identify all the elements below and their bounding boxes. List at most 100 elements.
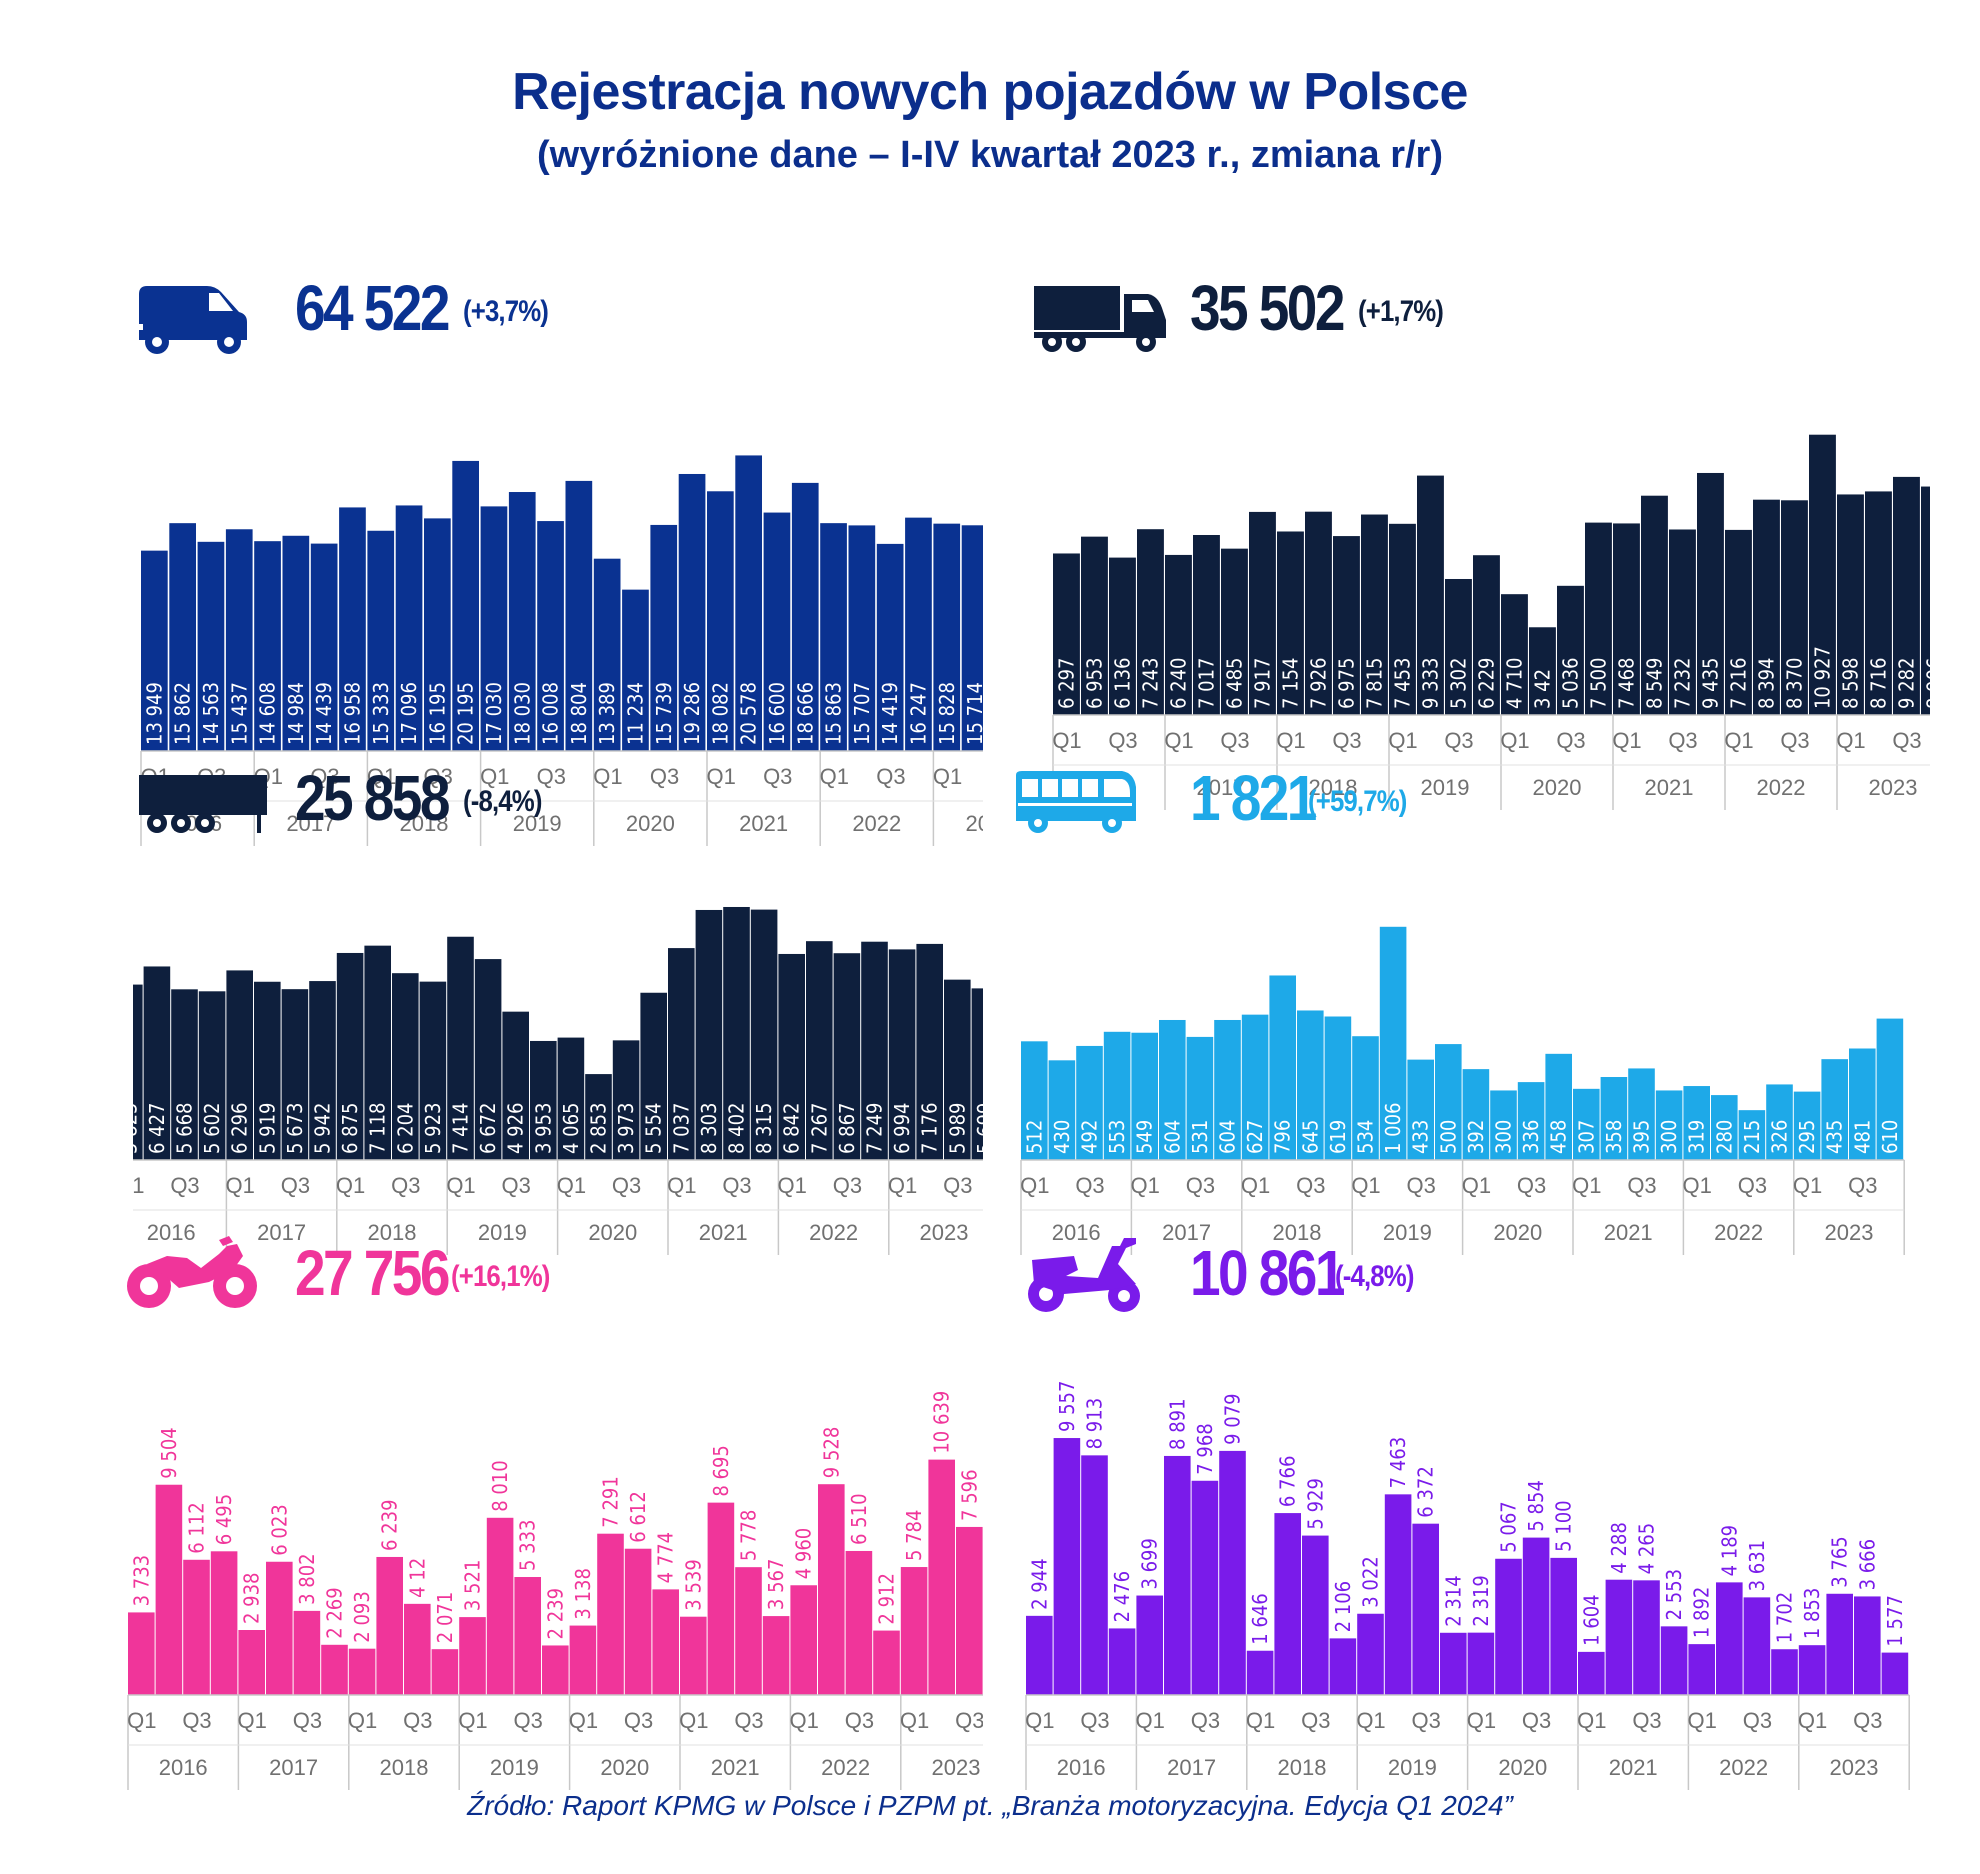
scooter-bar — [1108, 1628, 1136, 1695]
trailer-bar — [750, 909, 778, 1160]
motorcycle-bar — [459, 1617, 486, 1695]
trailer-bar — [226, 970, 253, 1160]
truck-data-label: 3 42 — [1530, 669, 1554, 709]
motorcycle-bar — [514, 1577, 541, 1695]
truck-data-label: 8 370 — [1782, 658, 1806, 710]
scooter-data-label: 9 557 — [1055, 1381, 1079, 1433]
bus-data-label: 319 — [1685, 1120, 1709, 1154]
van-bar — [678, 473, 706, 751]
trailer-bar — [254, 981, 281, 1160]
van-year-label: 2023 — [966, 811, 983, 836]
motorcycle-data-label: 3 138 — [571, 1568, 595, 1620]
bus-bar — [1297, 1010, 1324, 1160]
trailer-bar — [447, 936, 474, 1160]
scooter-bar — [1191, 1480, 1219, 1695]
truck-bar — [1109, 557, 1136, 715]
bus-bar — [1324, 1016, 1352, 1160]
van-quarter-tick: Q1 — [706, 764, 735, 789]
motorcycle-year-label: 2017 — [269, 1755, 318, 1780]
trailer-bar — [502, 1011, 529, 1160]
motorcycle-bar — [486, 1517, 514, 1695]
bus-year-label: 2021 — [1604, 1220, 1653, 1245]
truck-data-label: 7 232 — [1670, 658, 1694, 710]
van-data-label: 19 286 — [680, 682, 704, 745]
van-bar — [339, 507, 366, 751]
truck-bar — [1305, 511, 1332, 715]
motorcycle-bar — [956, 1526, 983, 1695]
van-data-label: 15 707 — [850, 682, 874, 745]
van-quarter-tick: Q3 — [763, 764, 792, 789]
trailer-data-label: 4 926 — [504, 1103, 528, 1155]
van-data-label: 15 828 — [935, 682, 959, 745]
bus-data-label: 619 — [1326, 1120, 1350, 1154]
scooter-quarter-tick: Q3 — [1743, 1708, 1772, 1733]
bus-bar — [1435, 1044, 1462, 1160]
bus-bar — [1103, 1031, 1131, 1160]
bus-bar — [1379, 926, 1407, 1160]
scooter-bar — [1605, 1579, 1633, 1695]
van-bar — [310, 543, 338, 751]
scooter-data-label: 2 319 — [1469, 1575, 1493, 1627]
bus-data-label: 500 — [1436, 1120, 1460, 1154]
motorcycle-data-label: 5 778 — [737, 1510, 761, 1562]
trailer-bar — [419, 981, 447, 1160]
motorcycle-bar — [266, 1561, 293, 1695]
trailer-data-label: 6 672 — [476, 1103, 500, 1155]
truck-bar — [1277, 531, 1304, 715]
truck-bar — [1361, 514, 1388, 715]
scooter-quarter-tick: Q1 — [1025, 1708, 1054, 1733]
scooter-bar — [1081, 1455, 1108, 1695]
trailer-data-label: 5 668 — [173, 1103, 197, 1155]
scooter-panel-header: 10 861 (-4,8%) — [1020, 1230, 1920, 1340]
bus-data-label: 610 — [1878, 1120, 1902, 1154]
truck-bar — [1697, 472, 1724, 715]
truck-bar — [1081, 536, 1108, 715]
bus-bar — [1545, 1053, 1572, 1160]
truck-year-label: 2020 — [1533, 775, 1582, 800]
motorcycle-bar — [542, 1645, 569, 1695]
trailer-bar — [723, 906, 750, 1160]
trailer-bar — [778, 953, 805, 1160]
motorcycle-data-label: 3 733 — [129, 1555, 153, 1607]
scooter-bar — [1467, 1632, 1495, 1695]
scooter-bar — [1660, 1626, 1688, 1695]
motorcycle-data-label: 6 239 — [378, 1499, 402, 1551]
truck-bar — [1165, 554, 1192, 715]
bus-data-label: 433 — [1409, 1120, 1433, 1154]
bus-bar — [1655, 1090, 1683, 1160]
truck-data-label: 6 485 — [1222, 658, 1246, 710]
truck-quarter-tick: Q1 — [1836, 728, 1865, 753]
van-data-label: 15 739 — [652, 682, 676, 745]
van-quarter-tick: Q3 — [650, 764, 679, 789]
scooter-data-label: 1 702 — [1773, 1592, 1797, 1644]
scooter-panel: 10 861 (-4,8%) 2 944 9 557 8 913 2 476 3 699… — [1020, 1230, 1920, 1790]
motorcycle-bar — [652, 1589, 679, 1695]
scooter-data-label: 8 891 — [1165, 1398, 1189, 1450]
van-year-label: 2017 — [286, 811, 335, 836]
van-data-label: 13 949 — [142, 682, 166, 745]
bus-data-label: 796 — [1271, 1120, 1295, 1154]
truck-data-label: 9 282 — [1894, 658, 1918, 710]
trailer-data-label: 7 249 — [863, 1103, 887, 1155]
truck-data-label: 8 716 — [1866, 658, 1890, 710]
scooter-data-label: 7 463 — [1386, 1437, 1410, 1489]
motorcycle-bar — [155, 1484, 183, 1695]
van-change: (+3,7%) — [463, 295, 549, 328]
van-bar — [424, 518, 451, 751]
truck-chart: 6 297 6 953 6 136 7 243 6 240 7 017 6 485 7 917… — [1052, 434, 1930, 810]
motorcycle-quarter-tick: Q1 — [679, 1708, 708, 1733]
bus-data-label: 645 — [1298, 1120, 1322, 1154]
van-bar — [735, 455, 762, 751]
truck-bar — [1137, 529, 1164, 715]
motorcycle-data-label: 2 912 — [875, 1573, 899, 1625]
van-quarter-tick: Q3 — [876, 764, 905, 789]
bus-quarter-tick: Q3 — [1186, 1173, 1215, 1198]
bus-data-label: 435 — [1823, 1120, 1847, 1154]
scooter-total: 10 861 — [1190, 1237, 1345, 1309]
van-data-label: 11 234 — [623, 682, 647, 745]
trailer-quarter-tick: Q3 — [502, 1173, 531, 1198]
scooter-year-label: 2023 — [1830, 1755, 1879, 1780]
truck-data-label: 6 136 — [1110, 658, 1134, 710]
motorcycle-panel: 27 756 (+16,1%) 3 733 9 504 6 112 6 495 2 93… — [123, 1230, 983, 1790]
